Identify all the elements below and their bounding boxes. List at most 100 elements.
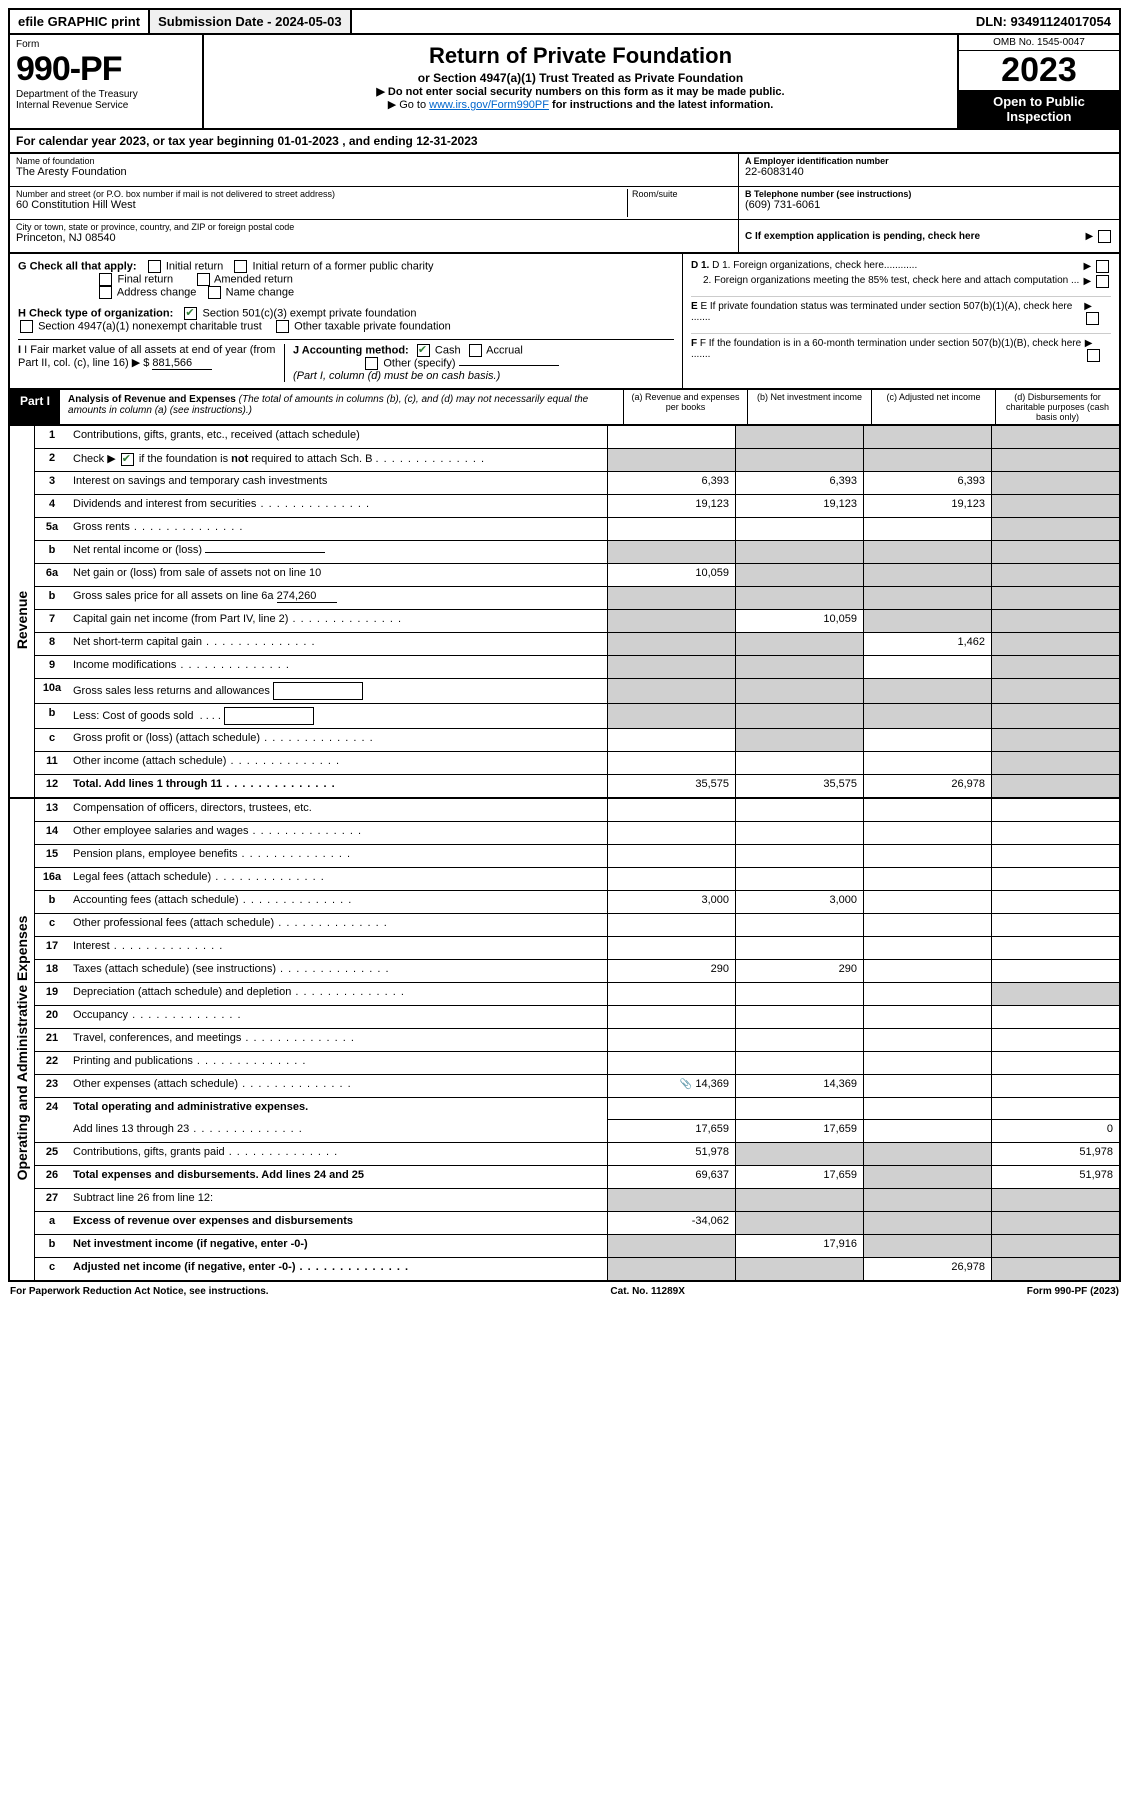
r21-desc: Travel, conferences, and meetings	[73, 1032, 241, 1044]
j-accrual-checkbox[interactable]	[469, 344, 482, 357]
r10b-desc: Less: Cost of goods sold	[73, 710, 193, 722]
r5b-blank	[205, 552, 325, 553]
r7-b: 10,059	[735, 610, 863, 632]
e-label: E If private foundation status was termi…	[691, 301, 1072, 323]
expenses-rows: 13Compensation of officers, directors, t…	[35, 799, 1119, 1280]
r23-desc: Other expenses (attach schedule)	[73, 1078, 238, 1090]
r19-desc: Depreciation (attach schedule) and deple…	[73, 986, 291, 998]
j-cash-checkbox[interactable]	[417, 344, 430, 357]
r12-a: 35,575	[607, 775, 735, 797]
r16b-a: 3,000	[607, 891, 735, 913]
dln: DLN: 93491124017054	[968, 10, 1119, 33]
revenue-rows: 1Contributions, gifts, grants, etc., rec…	[35, 426, 1119, 797]
r27b-b: 17,916	[735, 1235, 863, 1257]
j-note: (Part I, column (d) must be on cash basi…	[293, 370, 500, 382]
row-16a: 16aLegal fees (attach schedule)	[35, 868, 1119, 891]
i-label: I Fair market value of all assets at end…	[18, 344, 275, 369]
g-amended-checkbox[interactable]	[197, 273, 210, 286]
row-20: 20Occupancy	[35, 1006, 1119, 1029]
r12-desc: Total. Add lines 1 through 11	[73, 778, 222, 790]
form990pf-link[interactable]: www.irs.gov/Form990PF	[429, 99, 549, 111]
row-5a: 5aGross rents	[35, 518, 1119, 541]
row-9: 9Income modifications	[35, 656, 1119, 679]
page-footer: For Paperwork Reduction Act Notice, see …	[8, 1282, 1121, 1301]
g-final-label: Final return	[118, 273, 174, 285]
row-24: 24Total operating and administrative exp…	[35, 1098, 1119, 1120]
submission-date: Submission Date - 2024-05-03	[150, 10, 352, 33]
ein-value: 22-6083140	[745, 166, 1113, 178]
r24b-desc: Add lines 13 through 23	[73, 1123, 189, 1135]
row-10a: 10aGross sales less returns and allowanc…	[35, 679, 1119, 704]
ghij-left: G Check all that apply: Initial return I…	[10, 254, 682, 388]
r17-desc: Interest	[73, 940, 110, 952]
cal-year-end: 12-31-2023	[416, 134, 477, 148]
efile-label: efile GRAPHIC print	[10, 10, 150, 33]
e-row: E E If private foundation status was ter…	[691, 296, 1111, 325]
row-3: 3Interest on savings and temporary cash …	[35, 472, 1119, 495]
row-8: 8Net short-term capital gain 1,462	[35, 633, 1119, 656]
r27-desc: Subtract line 26 from line 12:	[69, 1189, 607, 1211]
r10a-box	[273, 682, 363, 700]
row-25: 25Contributions, gifts, grants paid 51,9…	[35, 1143, 1119, 1166]
r5b-desc: Net rental income or (loss)	[73, 544, 202, 556]
r23-b: 14,369	[735, 1075, 863, 1097]
form-subtitle: or Section 4947(a)(1) Trust Treated as P…	[212, 71, 949, 85]
phone-value: (609) 731-6061	[745, 199, 1113, 211]
r25-a: 51,978	[607, 1143, 735, 1165]
expenses-side-label: Operating and Administrative Expenses	[10, 799, 35, 1280]
f-checkbox[interactable]	[1087, 349, 1100, 362]
r16b-desc: Accounting fees (attach schedule)	[73, 894, 239, 906]
form-header: Form 990-PF Department of the Treasury I…	[8, 35, 1121, 130]
r10c-desc: Gross profit or (loss) (attach schedule)	[73, 732, 260, 744]
r26-b: 17,659	[735, 1166, 863, 1188]
entity-info-right: A Employer identification number 22-6083…	[738, 154, 1119, 252]
r2-checkbox[interactable]	[121, 453, 134, 466]
r14-desc: Other employee salaries and wages	[73, 825, 248, 837]
exemption-checkbox[interactable]	[1098, 230, 1111, 243]
r25-desc: Contributions, gifts, grants paid	[73, 1146, 225, 1158]
inspection-label: Inspection	[1006, 109, 1071, 124]
g-label: G Check all that apply:	[18, 260, 137, 272]
ein-label: A Employer identification number	[745, 156, 1113, 166]
g-name-checkbox[interactable]	[208, 286, 221, 299]
row-10b: bLess: Cost of goods sold . . . .	[35, 704, 1119, 729]
r18-desc: Taxes (attach schedule) (see instruction…	[73, 963, 276, 975]
section-ghij-def: G Check all that apply: Initial return I…	[8, 254, 1121, 390]
r13-desc: Compensation of officers, directors, tru…	[69, 799, 607, 821]
g-initial-checkbox[interactable]	[148, 260, 161, 273]
r3-a: 6,393	[607, 472, 735, 494]
r24b-a: 17,659	[607, 1120, 735, 1142]
h-4947-checkbox[interactable]	[20, 320, 33, 333]
fmv-value: 881,566	[152, 357, 212, 370]
e-checkbox[interactable]	[1086, 312, 1099, 325]
j-other-checkbox[interactable]	[365, 357, 378, 370]
h-other-checkbox[interactable]	[276, 320, 289, 333]
g-address-checkbox[interactable]	[99, 286, 112, 299]
calendar-year-line: For calendar year 2023, or tax year begi…	[8, 130, 1121, 154]
d2-checkbox[interactable]	[1096, 275, 1109, 288]
city-label: City or town, state or province, country…	[16, 222, 732, 232]
omb-number: OMB No. 1545-0047	[959, 35, 1119, 51]
r2-pre: Check ▶	[73, 453, 119, 465]
h-other-label: Other taxable private foundation	[294, 320, 451, 332]
row-14: 14Other employee salaries and wages	[35, 822, 1119, 845]
g-final-checkbox[interactable]	[99, 273, 112, 286]
r16a-desc: Legal fees (attach schedule)	[73, 871, 211, 883]
entity-info-left: Name of foundation The Aresty Foundation…	[10, 154, 738, 252]
row-7: 7Capital gain net income (from Part IV, …	[35, 610, 1119, 633]
r2-desc: Check ▶ if the foundation is not require…	[69, 449, 607, 471]
g-initial-former-checkbox[interactable]	[234, 260, 247, 273]
row-27b: bNet investment income (if negative, ent…	[35, 1235, 1119, 1258]
attachment-icon[interactable]: 📎	[680, 1079, 692, 1090]
exemption-pending-cell: C If exemption application is pending, c…	[739, 220, 1119, 252]
i-cell: I I Fair market value of all assets at e…	[18, 344, 285, 382]
efile-top-bar: efile GRAPHIC print Submission Date - 20…	[8, 8, 1121, 35]
row-2: 2 Check ▶ if the foundation is not requi…	[35, 449, 1119, 472]
j-cash-label: Cash	[435, 344, 461, 356]
d1-checkbox[interactable]	[1096, 260, 1109, 273]
h-501c3-checkbox[interactable]	[184, 307, 197, 320]
col-a-header: (a) Revenue and expenses per books	[623, 390, 747, 424]
note-goto-post: for instructions and the latest informat…	[552, 99, 773, 111]
r18-a: 290	[607, 960, 735, 982]
open-label: Open to Public	[993, 94, 1085, 109]
